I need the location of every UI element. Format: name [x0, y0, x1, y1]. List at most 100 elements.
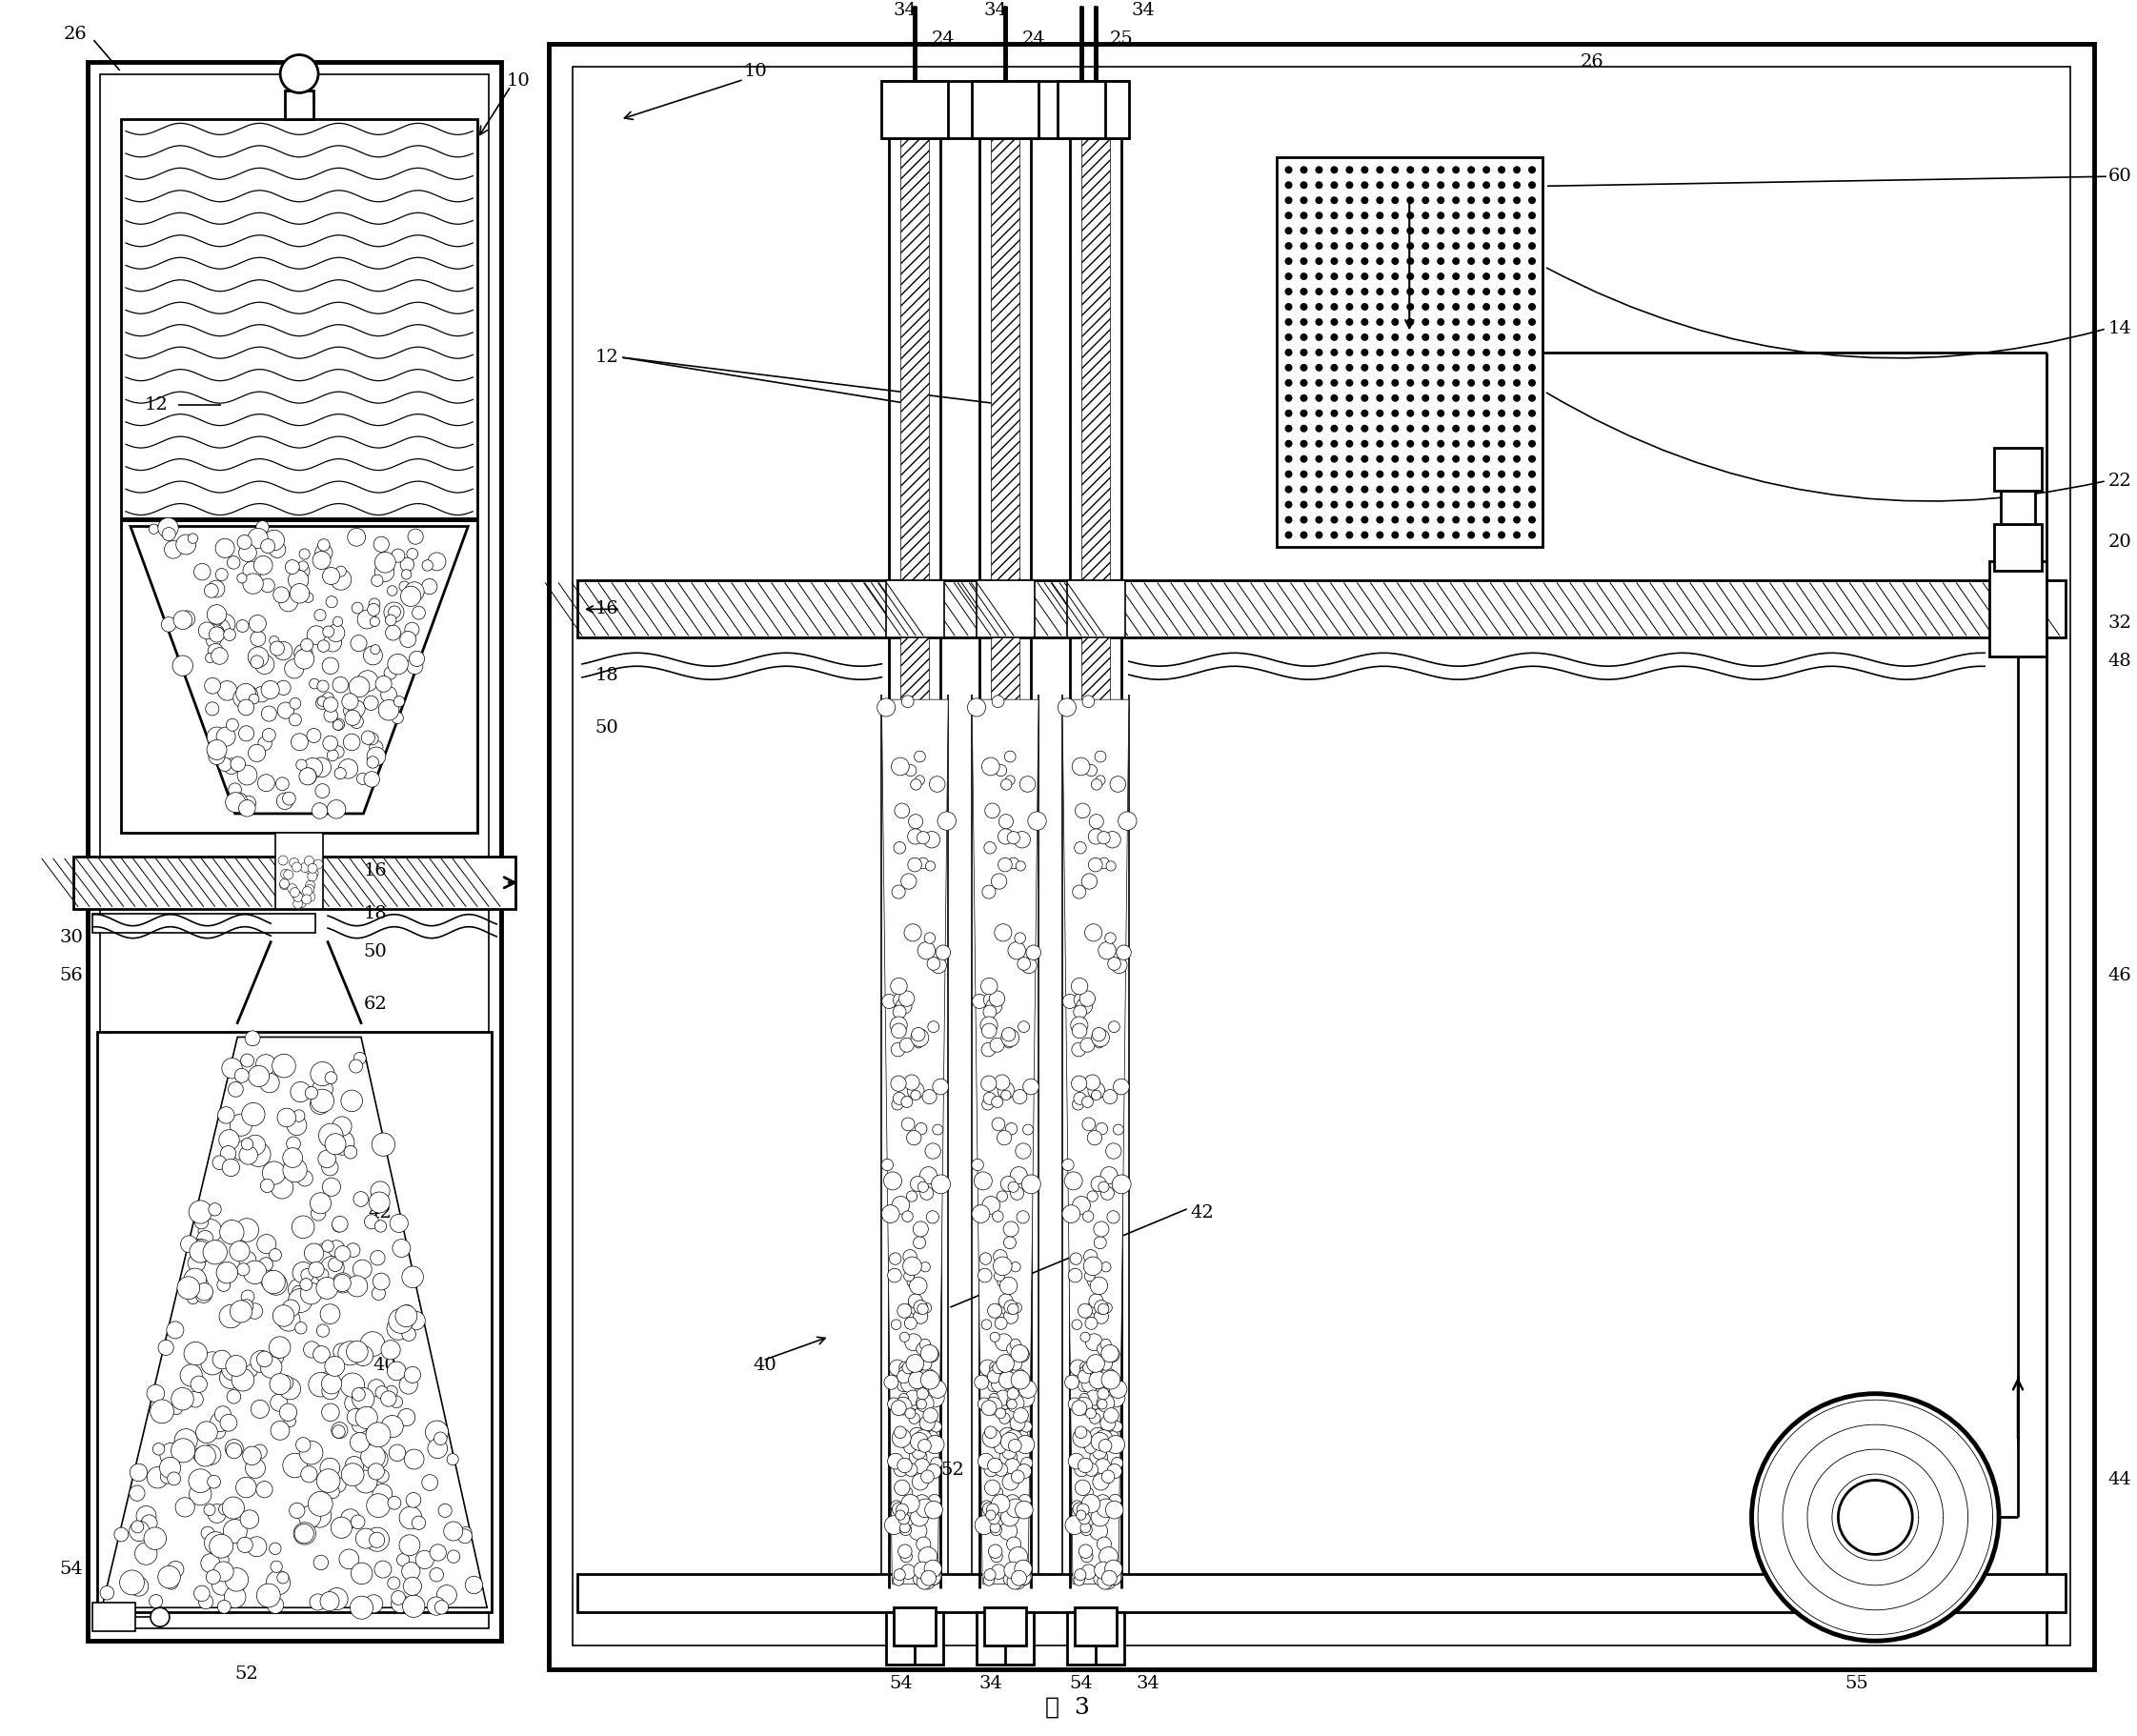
Circle shape [280, 870, 291, 878]
Circle shape [274, 642, 293, 660]
Circle shape [921, 1302, 932, 1312]
Circle shape [1498, 516, 1504, 524]
Circle shape [889, 1253, 902, 1264]
Circle shape [996, 1354, 1015, 1373]
Circle shape [130, 1521, 143, 1533]
Circle shape [917, 1399, 927, 1410]
Circle shape [293, 1109, 306, 1121]
Circle shape [209, 627, 224, 642]
Circle shape [421, 578, 438, 594]
Circle shape [329, 1130, 355, 1154]
Circle shape [295, 649, 314, 668]
Circle shape [227, 556, 239, 569]
Circle shape [1453, 181, 1460, 189]
Circle shape [1376, 257, 1385, 266]
Circle shape [1098, 1547, 1118, 1566]
Circle shape [906, 1391, 921, 1406]
Circle shape [1331, 486, 1338, 493]
Circle shape [314, 1380, 329, 1396]
Circle shape [912, 1309, 927, 1325]
Circle shape [310, 1253, 321, 1264]
Circle shape [1346, 365, 1353, 372]
Circle shape [1513, 394, 1522, 401]
Circle shape [1011, 1262, 1021, 1272]
Circle shape [1391, 486, 1400, 493]
Circle shape [1468, 318, 1475, 326]
Circle shape [987, 1512, 1000, 1524]
Bar [549, 43, 2094, 1670]
Circle shape [190, 1276, 207, 1293]
Circle shape [994, 1441, 1007, 1453]
Circle shape [1314, 257, 1323, 266]
Circle shape [224, 628, 235, 641]
Circle shape [1406, 167, 1415, 174]
Circle shape [1299, 349, 1308, 356]
Circle shape [1000, 1278, 1017, 1295]
Circle shape [981, 757, 1000, 776]
Circle shape [190, 1377, 207, 1392]
Circle shape [908, 858, 921, 871]
Circle shape [1376, 425, 1385, 432]
Circle shape [150, 1595, 162, 1608]
Circle shape [925, 1210, 938, 1224]
Circle shape [363, 646, 383, 665]
Circle shape [1498, 288, 1504, 295]
Circle shape [925, 1571, 940, 1585]
Circle shape [391, 712, 404, 724]
Circle shape [1453, 304, 1460, 311]
Circle shape [1079, 1545, 1092, 1559]
Circle shape [1017, 1210, 1030, 1224]
Circle shape [278, 856, 288, 865]
Circle shape [1105, 1568, 1122, 1585]
Circle shape [342, 1090, 363, 1111]
Circle shape [1406, 500, 1415, 509]
Circle shape [1346, 349, 1353, 356]
Circle shape [370, 741, 383, 753]
Circle shape [353, 1260, 372, 1279]
Circle shape [1453, 212, 1460, 219]
Circle shape [137, 1505, 156, 1526]
Circle shape [1376, 470, 1385, 477]
Circle shape [983, 1429, 1002, 1448]
Circle shape [998, 814, 1013, 828]
Circle shape [325, 1134, 346, 1154]
Circle shape [310, 1207, 325, 1220]
Circle shape [244, 573, 263, 594]
Circle shape [989, 1394, 998, 1403]
Circle shape [1528, 196, 1537, 205]
Circle shape [342, 1463, 363, 1486]
Circle shape [1391, 500, 1400, 509]
Circle shape [912, 1028, 925, 1042]
Circle shape [1453, 288, 1460, 295]
Circle shape [1513, 516, 1522, 524]
Circle shape [1094, 1571, 1107, 1585]
Circle shape [1019, 1380, 1036, 1397]
Circle shape [1107, 1463, 1122, 1479]
Circle shape [1528, 516, 1537, 524]
Circle shape [1314, 425, 1323, 432]
Circle shape [1064, 1172, 1083, 1189]
Circle shape [1299, 212, 1308, 219]
Text: 40: 40 [374, 1356, 397, 1373]
Circle shape [323, 627, 333, 637]
Circle shape [323, 568, 340, 585]
Circle shape [1098, 1182, 1109, 1193]
Circle shape [295, 644, 312, 663]
Bar [88, 62, 502, 1641]
Circle shape [908, 814, 923, 828]
Circle shape [244, 1260, 267, 1285]
Circle shape [372, 1286, 385, 1300]
Circle shape [1314, 486, 1323, 493]
Circle shape [895, 1503, 908, 1516]
Circle shape [387, 654, 408, 675]
Circle shape [261, 1073, 280, 1092]
Circle shape [921, 1470, 934, 1483]
Circle shape [1299, 455, 1308, 464]
Circle shape [1000, 1432, 1019, 1451]
Circle shape [1483, 304, 1489, 311]
Circle shape [1314, 349, 1323, 356]
Circle shape [1331, 333, 1338, 340]
Circle shape [1483, 167, 1489, 174]
Circle shape [415, 1550, 434, 1569]
Circle shape [209, 1203, 222, 1215]
